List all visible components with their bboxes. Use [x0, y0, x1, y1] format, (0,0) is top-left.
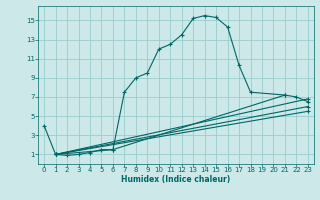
X-axis label: Humidex (Indice chaleur): Humidex (Indice chaleur) [121, 175, 231, 184]
